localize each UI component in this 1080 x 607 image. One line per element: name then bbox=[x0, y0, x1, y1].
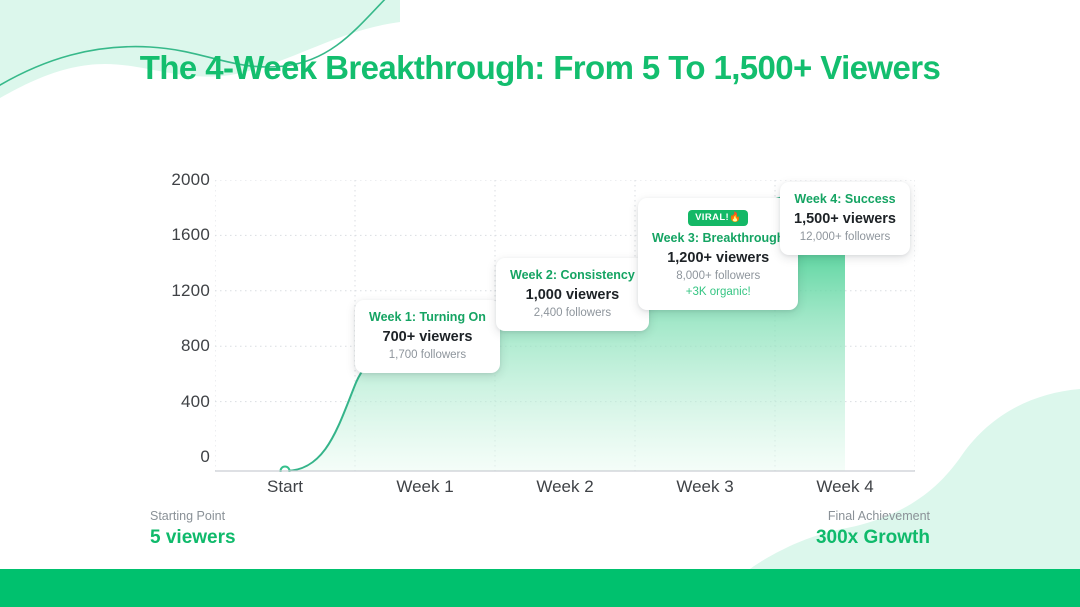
annotation-title-week-4: Week 4: Success bbox=[794, 192, 896, 206]
fire-icon: 🔥 bbox=[729, 212, 742, 223]
annotation-title-week-1: Week 1: Turning On bbox=[369, 310, 486, 324]
annotation-title-week-3: Week 3: Breakthrough bbox=[652, 230, 785, 245]
annotation-viewers-week-4: 1,500+ viewers bbox=[794, 211, 896, 227]
chart-container: 2000 1600 1200 800 400 0 bbox=[0, 165, 1080, 505]
y-tick-800: 800 bbox=[181, 336, 210, 356]
x-tick-week-1: Week 1 bbox=[396, 477, 454, 496]
annotation-followers-week-3: 8,000+ followers bbox=[676, 269, 761, 282]
annotation-title-week-2: Week 2: Consistency bbox=[510, 268, 635, 282]
x-tick-week-2: Week 2 bbox=[536, 477, 594, 496]
page-title: The 4-Week Breakthrough: From 5 To 1,500… bbox=[139, 49, 941, 86]
y-axis: 2000 1600 1200 800 400 0 bbox=[140, 165, 210, 466]
viral-badge-label: VIRAL! bbox=[695, 212, 730, 223]
y-tick-1200: 1200 bbox=[171, 280, 210, 300]
y-tick-2000: 2000 bbox=[171, 170, 210, 189]
x-tick-start: Start bbox=[267, 477, 303, 496]
annotation-followers-week-4: 12,000+ followers bbox=[799, 231, 891, 243]
annotation-organic-week-3: +3K organic! bbox=[685, 285, 751, 298]
final-achievement-label: Final Achievement bbox=[827, 509, 930, 523]
annotation-card-week-2: Week 2: Consistency 1,000 viewers 2,400 … bbox=[496, 258, 649, 331]
annotation-viewers-week-3: 1,200+ viewers bbox=[667, 249, 770, 266]
viral-badge: VIRAL!🔥 bbox=[688, 210, 749, 226]
annotation-viewers-week-1: 700+ viewers bbox=[382, 329, 473, 345]
footer-stat-starting-point: Starting Point 5 viewers bbox=[150, 508, 236, 550]
x-tick-week-4: Week 4 bbox=[816, 477, 874, 496]
annotation-followers-week-1: 1,700 followers bbox=[388, 349, 467, 361]
y-tick-0: 0 bbox=[200, 447, 210, 466]
annotation-card-week-4: Week 4: Success 1,500+ viewers 12,000+ f… bbox=[780, 182, 910, 255]
y-tick-400: 400 bbox=[181, 391, 210, 411]
annotation-card-week-1: Week 1: Turning On 700+ viewers 1,700 fo… bbox=[355, 300, 500, 373]
annotation-card-week-3: VIRAL!🔥 Week 3: Breakthrough 1,200+ view… bbox=[638, 198, 799, 310]
x-axis: Start Week 1 Week 2 Week 3 Week 4 bbox=[215, 477, 915, 511]
annotation-viewers-week-2: 1,000 viewers bbox=[525, 287, 620, 303]
annotation-followers-week-2: 2,400 followers bbox=[533, 307, 612, 319]
bottom-accent-bar bbox=[0, 569, 1080, 607]
final-achievement-value: 300x Growth bbox=[815, 527, 930, 548]
footer-stat-final-achievement: Final Achievement 300x Growth bbox=[816, 508, 930, 550]
starting-point-value: 5 viewers bbox=[150, 527, 236, 548]
y-tick-1600: 1600 bbox=[171, 225, 210, 245]
x-tick-week-3: Week 3 bbox=[676, 477, 734, 496]
starting-point-label: Starting Point bbox=[150, 509, 226, 523]
